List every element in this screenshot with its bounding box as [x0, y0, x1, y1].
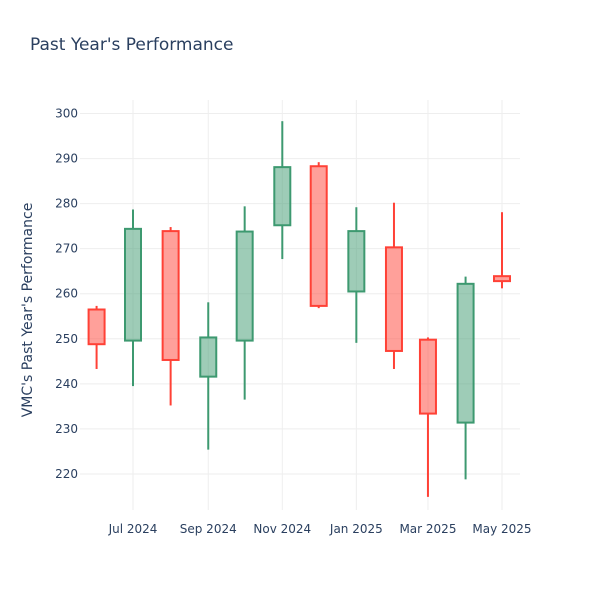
- candle-body: [384, 246, 403, 352]
- candle-body: [235, 230, 254, 342]
- candle-body: [199, 336, 218, 378]
- candle-increasing: [273, 121, 292, 260]
- candle-body: [273, 166, 292, 227]
- candle-body: [124, 227, 142, 342]
- y-tick-label: 290: [55, 152, 78, 166]
- candles-layer: [87, 121, 511, 497]
- y-tick-label: 260: [55, 287, 78, 301]
- candle-decreasing: [87, 305, 106, 369]
- x-tick-label: Jul 2024: [108, 522, 158, 536]
- candle-decreasing: [161, 227, 180, 406]
- candle-decreasing: [493, 212, 511, 289]
- y-tick-label: 220: [55, 467, 78, 481]
- y-tick-label: 300: [55, 107, 78, 121]
- candle-body: [309, 165, 328, 307]
- chart-title: Past Year's Performance: [30, 35, 234, 55]
- candle-increasing: [199, 302, 218, 450]
- candle-body: [456, 282, 475, 424]
- candle-body: [347, 230, 366, 293]
- candle-decreasing: [384, 202, 403, 369]
- y-tick-label: 230: [55, 422, 78, 436]
- candle-increasing: [456, 276, 475, 480]
- x-tick-label: May 2025: [472, 522, 531, 536]
- candle-increasing: [347, 207, 366, 343]
- axis-labels: 220 230 240 250 260 270 280 290 300 Jul 2024 Sep 2…: [55, 107, 531, 536]
- y-tick-label: 250: [55, 332, 78, 346]
- candle-decreasing: [309, 162, 328, 309]
- y-axis-title: VMC's Past Year's Performance: [20, 203, 36, 418]
- y-tick-label: 270: [55, 242, 78, 256]
- x-tick-label: Nov 2024: [253, 522, 311, 536]
- candle-body: [493, 275, 511, 283]
- y-tick-label: 280: [55, 197, 78, 211]
- candle-decreasing: [418, 337, 437, 497]
- candle-increasing: [235, 206, 254, 400]
- x-tick-label: Mar 2025: [399, 522, 456, 536]
- candle-body: [418, 338, 437, 415]
- x-tick-label: Jan 2025: [329, 522, 383, 536]
- y-tick-label: 240: [55, 377, 78, 391]
- x-tick-label: Sep 2024: [180, 522, 237, 536]
- candle-body: [87, 308, 106, 346]
- candle-body: [161, 230, 180, 361]
- candle-increasing: [124, 209, 142, 387]
